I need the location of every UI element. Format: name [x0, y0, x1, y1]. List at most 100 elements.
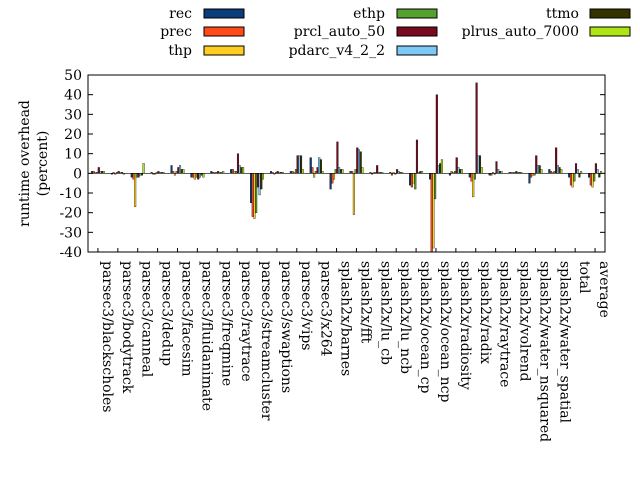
bar-prec — [569, 173, 572, 186]
bar-prcl_auto_50 — [177, 167, 180, 174]
x-tick-label: parsec3/blackscholes — [99, 261, 115, 412]
legend-label: thp — [168, 43, 192, 59]
x-tick-label: splash2x/barnes — [338, 261, 354, 376]
bar-plrus_auto_7000 — [480, 167, 483, 174]
bar-plrus_auto_7000 — [440, 159, 443, 174]
y-tick-label: 10 — [64, 147, 82, 163]
bar-plrus_auto_7000 — [182, 169, 185, 174]
bar-thp — [332, 173, 336, 180]
bar-prcl_auto_50 — [336, 141, 339, 174]
bar-ethp — [573, 173, 576, 182]
bar-rec — [309, 157, 312, 174]
bar-ttmo — [300, 155, 303, 174]
bar-thp — [472, 173, 475, 198]
bar-rec — [528, 173, 531, 184]
bar-ttmo — [459, 169, 462, 174]
x-tick-label: splash2x/fft — [357, 261, 373, 344]
bar-thp — [193, 173, 196, 180]
bar-ttmo — [439, 163, 442, 174]
bar-pdarc_v4_2_2 — [556, 165, 559, 174]
bar-pdarc_v4_2_2 — [437, 165, 440, 174]
bar-prec — [410, 173, 413, 188]
bar-ttmo — [598, 173, 601, 178]
y-tick-label: 50 — [64, 68, 82, 84]
legend-label: pdarc_v4_2_2 — [289, 43, 385, 59]
y-tick-label: -10 — [59, 186, 82, 202]
bar-pdarc_v4_2_2 — [457, 167, 460, 174]
bar-plrus_auto_7000 — [560, 169, 563, 174]
bar-ethp — [414, 173, 417, 190]
bar-prec — [331, 173, 334, 184]
bar-ttmo — [578, 173, 581, 178]
x-tick-label: splash2x/lu_cb — [377, 261, 393, 365]
bar-pdarc_v4_2_2 — [338, 167, 341, 174]
bar-pdarc_v4_2_2 — [179, 165, 182, 174]
x-tick-label: parsec3/vips — [298, 261, 314, 350]
y-tick-label: -20 — [59, 206, 82, 222]
bar-rec — [409, 173, 412, 186]
bar-pdarc_v4_2_2 — [576, 169, 579, 174]
bar-plrus_auto_7000 — [202, 173, 205, 178]
bar-prcl_auto_50 — [396, 169, 399, 174]
bar-plrus_auto_7000 — [361, 167, 364, 174]
bar-thp — [432, 173, 435, 249]
bar-ethp — [354, 169, 357, 174]
bar-pdarc_v4_2_2 — [258, 173, 261, 196]
bar-pdarc_v4_2_2 — [536, 165, 539, 174]
bar-prcl_auto_50 — [256, 173, 259, 188]
bar-rec — [588, 173, 591, 178]
bar-thp — [412, 173, 415, 184]
x-axis-ticks: parsec3/blackscholes parsec3/bodytrack par… — [97, 248, 612, 442]
bar-prcl_auto_50 — [415, 139, 418, 174]
bar-ttmo — [359, 151, 362, 174]
x-tick-label: splash2x/volrend — [517, 261, 533, 382]
bar-pdarc_v4_2_2 — [497, 169, 500, 174]
x-tick-label: parsec3/fluidanimate — [198, 261, 214, 411]
x-tick-label: parsec3/swaptions — [278, 261, 294, 393]
bar-prec — [251, 173, 254, 217]
x-tick-label: splash2x/lu_ncb — [397, 261, 413, 374]
legend-swatch — [589, 8, 631, 19]
bar-prec — [231, 169, 234, 174]
legend-swatch — [396, 8, 438, 19]
x-tick-label: splash2x/radiosity — [457, 261, 473, 390]
y-tick-label: -40 — [59, 245, 82, 261]
bar-plrus_auto_7000 — [242, 167, 245, 174]
y-axis-ticks: -40 -30 -20 -10 0 10 20 30 40 50 — [59, 68, 605, 261]
bar-plrus_auto_7000 — [261, 173, 264, 180]
bar-prcl_auto_50 — [594, 163, 597, 174]
plot-frame — [87, 74, 606, 253]
y-axis-label: runtime overhead (percent) — [17, 100, 51, 227]
bar-ethp — [135, 173, 138, 178]
bar-plrus_auto_7000 — [142, 163, 145, 174]
bar-prcl_auto_50 — [535, 155, 538, 174]
bar-thp — [591, 173, 594, 188]
bar-ttmo — [180, 169, 183, 174]
x-tick-label: splash2x/radix — [477, 261, 493, 364]
bar-pdarc_v4_2_2 — [298, 155, 301, 174]
legend-swatch — [203, 8, 245, 19]
bar-thp — [313, 173, 316, 178]
bar-prec — [530, 173, 533, 178]
bar-prec — [430, 173, 433, 253]
bar-prec — [311, 167, 314, 174]
bar-prcl_auto_50 — [495, 161, 498, 174]
bar-ttmo — [260, 173, 263, 190]
bar-pdarc_v4_2_2 — [198, 173, 201, 178]
legend: rec prec thp ethp prcl_auto_50 pdarc_v4_2_2 tt… — [160, 6, 631, 59]
legend-label: ethp — [353, 6, 385, 22]
bar-prcl_auto_50 — [555, 147, 558, 174]
bar-thp — [352, 173, 355, 215]
bar-pdarc_v4_2_2 — [238, 165, 241, 174]
bar-prcl_auto_50 — [137, 173, 140, 178]
bar-ethp — [334, 169, 337, 174]
bar-ttmo — [478, 155, 482, 174]
bar-rec — [190, 173, 193, 178]
bar-rec — [548, 169, 551, 174]
bar-plrus_auto_7000 — [341, 169, 344, 174]
bar-ttmo — [240, 167, 243, 174]
x-tick-label: splash2x/ocean_cp — [417, 261, 433, 393]
bar-pdarc_v4_2_2 — [357, 149, 361, 174]
x-tick-label: parsec3/freqmine — [218, 261, 234, 386]
x-tick-label: splash2x/ocean_ncp — [437, 261, 453, 402]
